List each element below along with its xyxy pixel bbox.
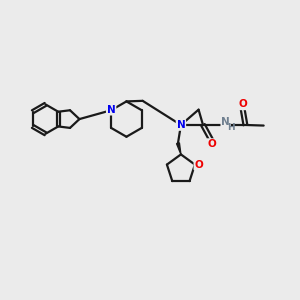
Text: H: H [227, 123, 235, 132]
Text: N: N [221, 117, 230, 127]
Text: N: N [176, 120, 185, 130]
Polygon shape [176, 143, 181, 154]
Text: O: O [194, 160, 203, 170]
Text: N: N [107, 105, 116, 115]
Text: O: O [208, 139, 216, 149]
Text: O: O [238, 99, 247, 110]
